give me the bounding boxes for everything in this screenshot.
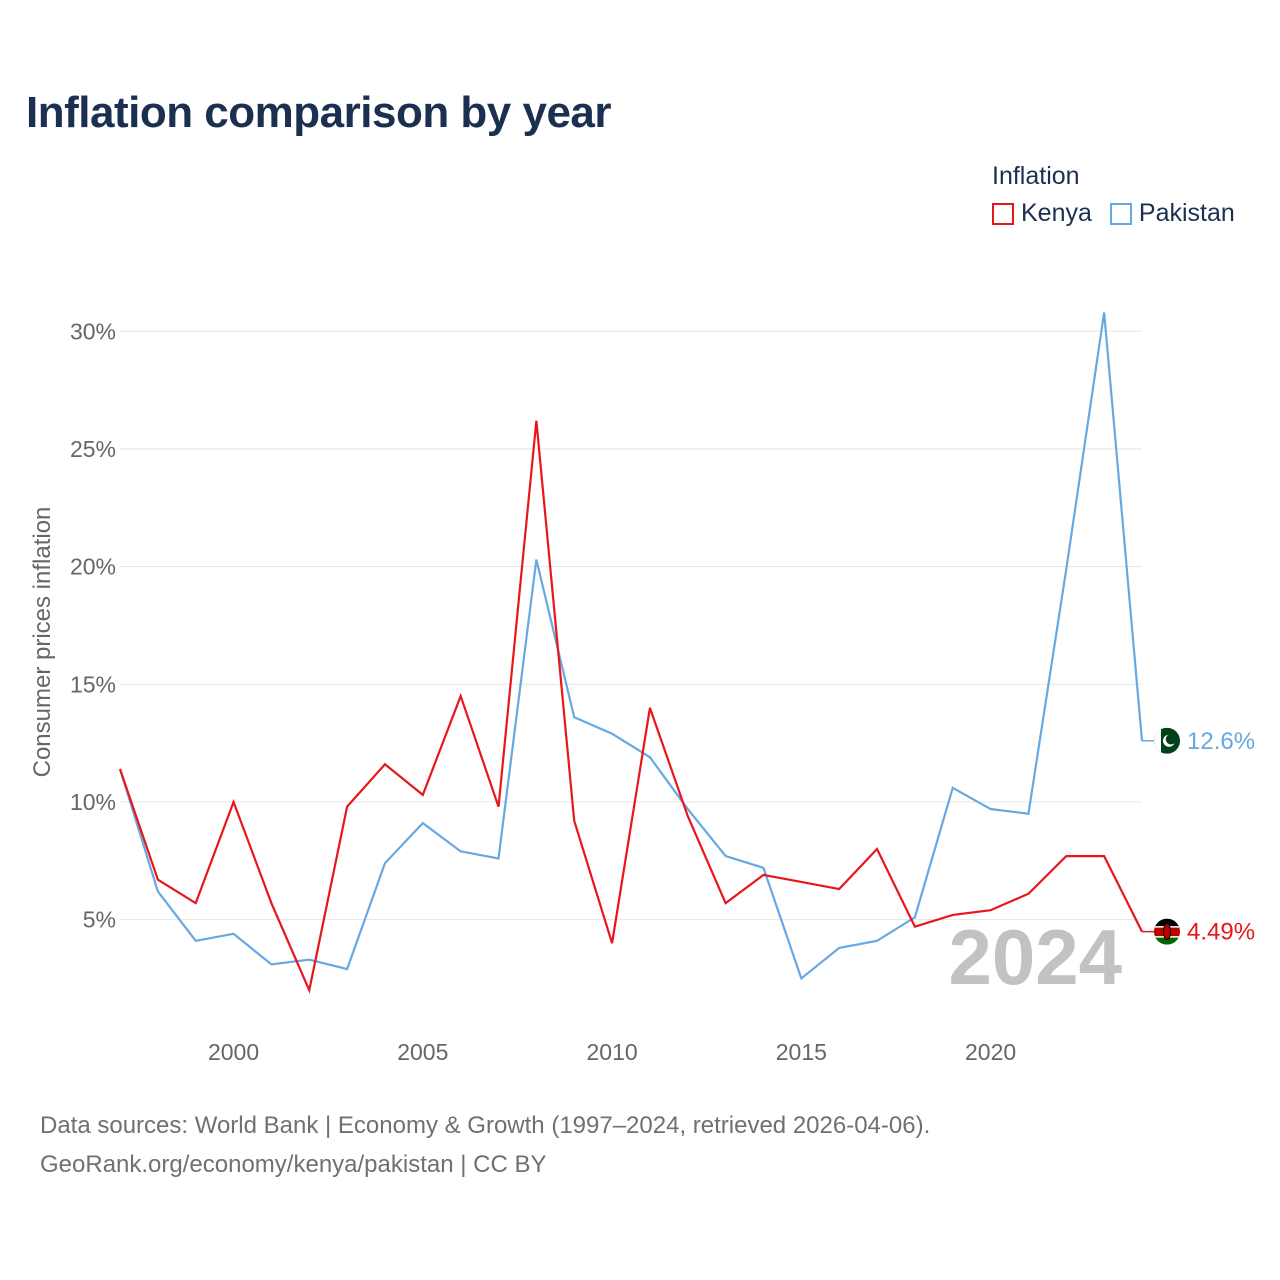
y-tick-label: 30%: [70, 318, 116, 344]
series-line-pakistan: [118, 312, 1144, 981]
legend-label-pakistan: Pakistan: [1138, 199, 1235, 227]
x-tick-label: 2000: [208, 1039, 259, 1065]
y-tick-label: 15%: [70, 671, 116, 697]
footer-link[interactable]: GeoRank.org/economy/kenya/pakistan | CC …: [40, 1151, 547, 1178]
kenya-flag-icon: [1154, 918, 1180, 945]
legend-swatch-kenya: [992, 202, 1014, 225]
footer: Data sources: World Bank | Economy & Gro…: [40, 1106, 930, 1184]
legend-item-pakistan[interactable]: Pakistan: [1109, 199, 1235, 227]
y-axis-title: Consumer prices inflation: [29, 507, 56, 778]
end-label-pakistan: 12.6%: [1187, 728, 1255, 755]
x-tick-label: 2010: [586, 1039, 637, 1065]
series-line-kenya: [118, 420, 1143, 994]
y-tick-label: 20%: [70, 554, 116, 580]
x-tick-label: 2005: [397, 1039, 448, 1065]
footer-source: Data sources: World Bank | Economy & Gro…: [40, 1112, 931, 1139]
series-lines: [118, 312, 1144, 994]
legend-label-kenya: Kenya: [1021, 199, 1092, 227]
gridlines: [120, 330, 1142, 921]
y-tick-label: 25%: [70, 436, 116, 462]
year-watermark: 2024: [948, 913, 1122, 1001]
y-tick-label: 5%: [83, 907, 116, 933]
end-label-kenya: 4.49%: [1187, 919, 1255, 946]
legend-item-kenya[interactable]: Kenya: [992, 201, 1092, 226]
y-tick-labels: 5% 10% 15% 20% 25% 30%: [70, 318, 116, 932]
x-tick-label: 2015: [776, 1039, 827, 1065]
end-markers: 4.49% 12.6%: [1142, 727, 1255, 946]
legend: Inflation Kenya Pakistan: [992, 162, 1235, 226]
legend-title: Inflation: [992, 162, 1080, 190]
legend-swatch-pakistan: [1109, 202, 1132, 225]
pakistan-flag-icon: [1154, 727, 1180, 754]
x-tick-label: 2020: [965, 1039, 1016, 1065]
chart-title: Inflation comparison by year: [26, 88, 612, 137]
y-tick-label: 10%: [70, 789, 116, 815]
x-tick-labels: 2000 2005 2010 2015 2020: [208, 1039, 1016, 1065]
